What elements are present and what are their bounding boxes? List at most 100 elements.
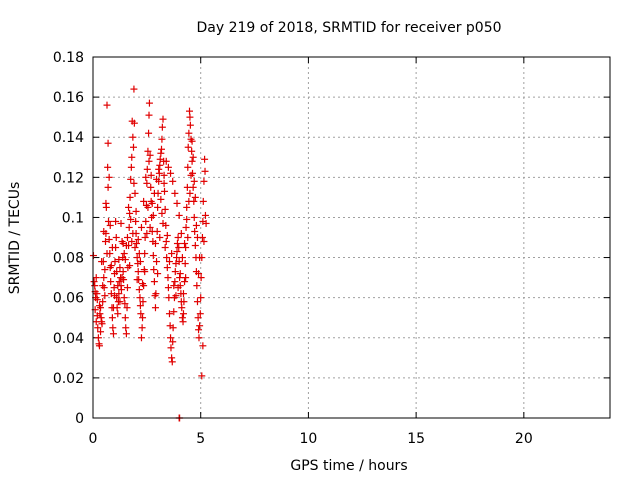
data-point bbox=[167, 344, 175, 352]
data-point bbox=[160, 179, 168, 187]
data-point bbox=[104, 183, 112, 191]
data-point bbox=[193, 282, 201, 290]
y-tick-label: 0.02 bbox=[53, 371, 84, 387]
y-axis-label: SRMTID / TECUs bbox=[7, 182, 23, 295]
data-point bbox=[93, 296, 101, 304]
data-point bbox=[179, 290, 187, 298]
data-point bbox=[123, 304, 131, 312]
data-point bbox=[182, 223, 190, 231]
data-point bbox=[90, 278, 98, 286]
data-point bbox=[156, 161, 164, 169]
data-point bbox=[164, 274, 172, 282]
data-point bbox=[196, 322, 204, 330]
data-point bbox=[195, 334, 203, 342]
data-point bbox=[108, 244, 116, 252]
data-point bbox=[103, 101, 111, 109]
data-point bbox=[109, 324, 117, 332]
data-point bbox=[153, 258, 161, 266]
data-point bbox=[168, 358, 176, 366]
data-point bbox=[188, 147, 196, 155]
data-point bbox=[129, 133, 137, 141]
data-point bbox=[169, 177, 177, 185]
data-point bbox=[128, 238, 136, 246]
y-tick-label: 0.08 bbox=[53, 251, 84, 267]
data-point bbox=[187, 171, 195, 179]
data-point bbox=[93, 312, 101, 320]
data-point bbox=[149, 211, 157, 219]
data-point bbox=[120, 250, 128, 258]
data-point bbox=[196, 254, 204, 262]
data-point bbox=[169, 338, 177, 346]
y-tick-label: 0.18 bbox=[53, 50, 84, 66]
data-point bbox=[184, 234, 192, 241]
data-point bbox=[102, 199, 110, 207]
data-point bbox=[146, 223, 154, 231]
data-point bbox=[183, 215, 191, 223]
data-point bbox=[173, 240, 181, 248]
data-point bbox=[199, 342, 207, 350]
data-point bbox=[134, 268, 142, 276]
data-point bbox=[133, 276, 141, 284]
data-point bbox=[114, 282, 122, 290]
data-point bbox=[143, 229, 151, 237]
x-axis-label: GPS time / hours bbox=[290, 458, 407, 474]
data-point bbox=[150, 189, 158, 197]
data-point bbox=[174, 234, 182, 241]
data-point bbox=[162, 157, 170, 165]
data-point bbox=[129, 143, 137, 151]
data-point bbox=[154, 270, 162, 278]
data-point bbox=[142, 173, 150, 181]
data-point bbox=[117, 286, 125, 294]
data-point bbox=[105, 236, 113, 244]
data-point bbox=[156, 234, 164, 241]
data-point bbox=[172, 292, 180, 300]
data-point bbox=[165, 258, 173, 266]
data-point bbox=[133, 254, 141, 262]
data-point bbox=[101, 266, 109, 274]
data-point bbox=[174, 284, 182, 292]
axis-ticks: 0 0.02 0.04 0.06 0.08 0.1 0.12 0.14 0.16 0.18 0 5 10… bbox=[53, 50, 610, 447]
grid bbox=[93, 57, 610, 418]
data-point bbox=[145, 157, 153, 165]
data-points bbox=[89, 85, 210, 422]
data-point bbox=[128, 153, 136, 161]
data-point bbox=[92, 318, 100, 326]
data-point bbox=[185, 129, 193, 137]
data-point bbox=[151, 240, 159, 248]
data-point bbox=[186, 121, 194, 129]
data-point bbox=[179, 318, 187, 326]
data-point bbox=[132, 207, 140, 215]
plot-frame bbox=[92, 56, 611, 419]
data-point bbox=[127, 215, 135, 223]
data-point bbox=[126, 209, 134, 217]
data-point bbox=[139, 280, 147, 288]
data-point bbox=[111, 292, 119, 300]
data-point bbox=[161, 244, 169, 252]
y-tick-label: 0.1 bbox=[62, 210, 84, 226]
y-tick-label: 0.14 bbox=[53, 130, 84, 146]
data-point bbox=[168, 250, 176, 258]
data-point bbox=[112, 217, 120, 225]
data-point bbox=[123, 284, 131, 292]
data-point bbox=[126, 262, 134, 270]
x-tick-label: 5 bbox=[196, 431, 205, 447]
data-point bbox=[150, 266, 158, 274]
data-point bbox=[95, 302, 103, 310]
y-tick-label: 0.16 bbox=[53, 90, 84, 106]
data-point bbox=[93, 290, 101, 298]
data-point bbox=[145, 129, 153, 137]
data-point bbox=[115, 278, 123, 286]
data-point bbox=[171, 268, 179, 276]
data-point bbox=[109, 330, 117, 338]
data-point bbox=[105, 217, 113, 225]
data-point bbox=[191, 242, 199, 250]
data-point bbox=[125, 203, 133, 211]
data-point bbox=[109, 304, 117, 312]
data-point bbox=[108, 314, 116, 322]
data-point bbox=[101, 292, 109, 300]
data-point bbox=[181, 278, 189, 286]
data-point bbox=[94, 324, 102, 332]
data-point bbox=[152, 290, 160, 298]
data-point bbox=[159, 115, 167, 123]
data-point bbox=[168, 354, 176, 362]
